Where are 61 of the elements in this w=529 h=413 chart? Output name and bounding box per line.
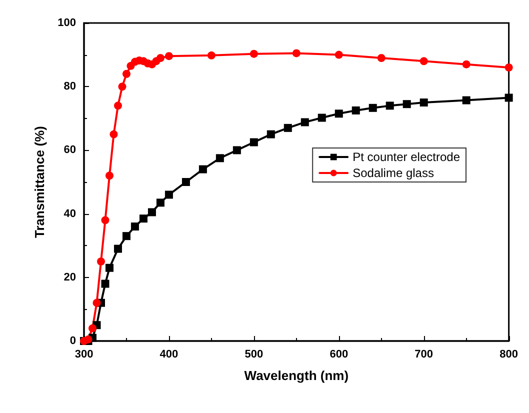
point (148, 208, 156, 216)
x-tick-label: 600 (330, 348, 348, 360)
x-tick-label: 400 (160, 348, 178, 360)
point (462, 96, 470, 104)
point (334, 110, 343, 118)
point (504, 94, 513, 102)
y-tick-label: 20 (64, 271, 76, 284)
point (105, 264, 114, 272)
point (110, 130, 118, 138)
point (377, 54, 386, 62)
point (420, 98, 428, 106)
y-tick-label: 80 (64, 80, 76, 93)
y-axis-title: Transmittance (%) (32, 126, 47, 238)
point (118, 82, 126, 91)
point (198, 165, 207, 174)
point (156, 198, 164, 207)
x-tick-label: 500 (244, 348, 264, 360)
x-tick-label: 800 (500, 348, 518, 360)
point (462, 60, 470, 68)
point (130, 222, 139, 231)
point (92, 298, 101, 307)
point (368, 104, 377, 112)
y-tick-label: 60 (64, 144, 76, 156)
point (106, 172, 114, 180)
point (250, 138, 258, 146)
point (101, 216, 110, 224)
point (504, 64, 513, 72)
point (250, 50, 258, 58)
y-tick-label: 40 (64, 208, 76, 220)
point (292, 49, 300, 58)
point (420, 57, 428, 66)
point (101, 280, 110, 288)
point (114, 244, 122, 253)
point (164, 52, 173, 60)
x-tick-label: 700 (414, 348, 434, 360)
point (386, 102, 394, 110)
point (284, 124, 292, 132)
point (402, 100, 411, 108)
y-tick-label: 100 (58, 17, 76, 29)
point (300, 118, 309, 126)
point (139, 214, 148, 223)
point (114, 102, 122, 110)
point (156, 54, 164, 62)
legend-label: Pt counter electrode (352, 150, 460, 164)
point (352, 106, 360, 114)
point (232, 146, 241, 154)
y-tick-label: 0 (70, 335, 76, 347)
point (164, 190, 173, 199)
point (266, 130, 275, 138)
point (182, 178, 190, 186)
point (88, 324, 96, 332)
point (334, 50, 343, 59)
point (122, 232, 130, 240)
x-tick-label: 300 (74, 348, 94, 360)
point (97, 258, 105, 266)
point (318, 114, 326, 122)
legend-label: Sodalime glass (352, 166, 434, 180)
x-axis-title: Wavelength (nm) (244, 368, 349, 383)
point (122, 70, 130, 78)
point (216, 154, 224, 162)
point (207, 51, 216, 60)
